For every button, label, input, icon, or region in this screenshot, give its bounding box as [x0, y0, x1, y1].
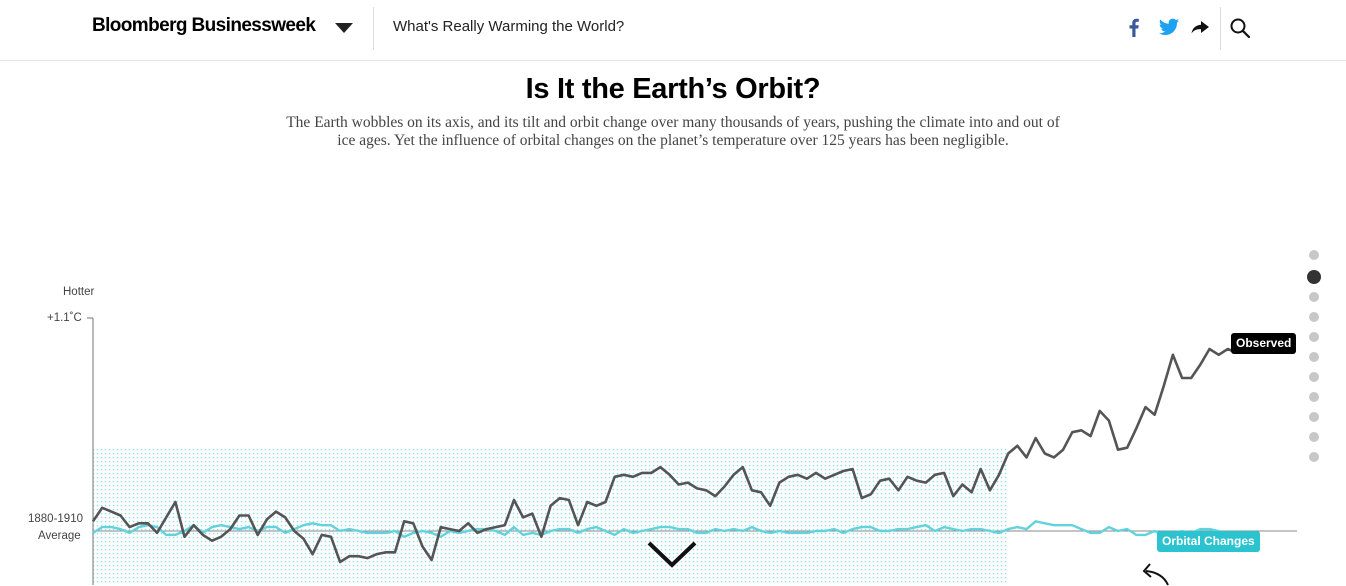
story-title[interactable]: What's Really Warming the World? [393, 18, 625, 35]
step-dot[interactable] [1307, 270, 1321, 284]
nav-divider [373, 7, 374, 50]
step-dot[interactable] [1309, 432, 1319, 442]
step-dot[interactable] [1309, 250, 1319, 260]
orbital-series-label: Orbital Changes [1157, 531, 1260, 552]
step-dot[interactable] [1309, 312, 1319, 322]
baseline-label: 1880-1910 [28, 513, 83, 525]
brand-logo[interactable]: Bloomberg Businessweek [92, 15, 316, 36]
step-navigation [1306, 250, 1322, 472]
step-dot[interactable] [1309, 352, 1319, 362]
orbital-range-band [93, 447, 1009, 585]
step-dot[interactable] [1309, 392, 1319, 402]
step-dot[interactable] [1309, 412, 1319, 422]
baseline-sublabel: Average [38, 530, 81, 542]
hotter-label: Hotter [63, 286, 95, 298]
step-dot[interactable] [1309, 292, 1319, 302]
chart-description: The Earth wobbles on its axis, and its t… [286, 114, 1060, 149]
chart-headline: Is It the Earth’s Orbit? [525, 73, 821, 105]
step-dot[interactable] [1309, 372, 1319, 382]
facebook-icon[interactable] [1123, 16, 1145, 38]
twitter-icon[interactable] [1158, 16, 1180, 38]
orbital-series-line [92, 520, 1238, 538]
caret-down-icon[interactable] [334, 22, 354, 34]
observed-series-line [91, 347, 1238, 564]
observed-series-label: Observed [1231, 333, 1297, 354]
y-max-label: +1.1˚C [47, 312, 82, 324]
chevron-down-icon[interactable] [646, 539, 698, 569]
step-dot[interactable] [1309, 452, 1319, 462]
nav-divider [1220, 7, 1221, 50]
search-icon[interactable] [1229, 17, 1251, 39]
step-dot[interactable] [1309, 332, 1319, 342]
top-nav-bar: Bloomberg Businessweek What's Really War… [0, 0, 1346, 61]
annotation-arrow-icon [1142, 563, 1169, 586]
share-arrow-icon[interactable] [1189, 16, 1211, 38]
